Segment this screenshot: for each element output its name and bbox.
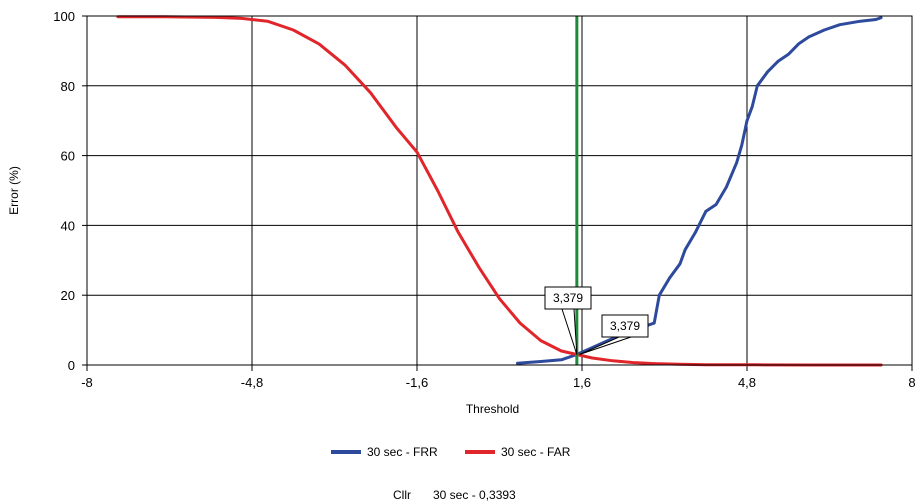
y-tick-label: 100 [53,9,75,24]
y-tick-label: 80 [61,79,75,94]
callout-layer: 3,379 3,379 [544,286,649,356]
legend-label-frr: 30 sec - FRR [367,445,438,459]
x-tick-label: -1,6 [406,375,428,390]
cllr-label: Cllr [393,488,411,502]
cllr-value: 30 sec - 0,3393 [433,488,516,502]
legend-label-far: 30 sec - FAR [501,445,571,459]
series-far-line [116,15,883,367]
callout-label: 3,379 [610,319,640,333]
x-tick-label: -4,8 [241,375,263,390]
callout-box [601,314,649,338]
callout-1: 3,379 [579,314,649,356]
y-tick-label: 20 [61,288,75,303]
series-frr-line [516,16,883,365]
plot-frame [86,15,913,366]
y-tick-label: 60 [61,149,75,164]
y-axis-ticks: 0 20 40 60 80 100 [53,9,87,373]
y-axis-title: Error (%) [7,166,21,215]
x-tick-label: 1,6 [573,375,591,390]
x-tick-label: 4,8 [738,375,756,390]
legend: 30 sec - FRR 30 sec - FAR [331,445,571,459]
x-tick-label: -8 [81,375,93,390]
callout-label: 3,379 [553,291,583,305]
y-tick-label: 0 [68,358,75,373]
x-tick-label: 8 [908,375,915,390]
x-axis-title: Threshold [466,402,519,416]
callout-box [544,286,592,310]
cllr-footer: Cllr 30 sec - 0,3393 [393,488,516,502]
x-axis-ticks: -8 -4,8 -1,6 1,6 4,8 8 [81,365,916,390]
y-tick-label: 40 [61,218,75,233]
callout-0: 3,379 [544,286,592,355]
